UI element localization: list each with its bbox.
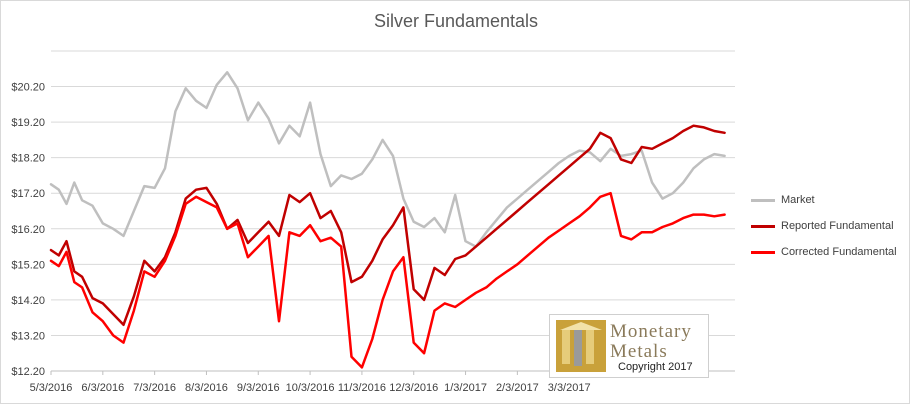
legend-label-market: Market: [781, 194, 815, 206]
x-tick-label: 7/3/2016: [133, 382, 176, 394]
y-axis-ticks: $12.20 $13.20 $14.20 $15.20 $16.20 $17.20 $18.…: [11, 82, 45, 378]
y-tick-label: $20.20: [11, 82, 45, 94]
y-tick-label: $16.20: [11, 224, 45, 236]
x-tick-label: 12/3/2016: [389, 382, 438, 394]
reported-fundamental-line: [49, 124, 726, 327]
logo-word-metals: Metals: [610, 341, 668, 362]
x-tick-label: 2/3/2017: [496, 382, 539, 394]
market-line: [49, 71, 726, 248]
logo-mark-icon: [556, 320, 606, 372]
x-tick-label: 8/3/2016: [185, 382, 228, 394]
x-tick-label: 1/3/2017: [444, 382, 487, 394]
y-tick-label: $19.20: [11, 117, 45, 129]
x-tick-label: 9/3/2016: [237, 382, 280, 394]
legend-swatch-reported: [751, 224, 775, 228]
y-tick-label: $17.20: [11, 188, 45, 200]
series-lines: [49, 71, 726, 369]
legend-label-reported: Reported Fundamental: [781, 220, 894, 232]
legend-item-market: Market: [751, 187, 897, 213]
y-tick-label: $18.20: [11, 153, 45, 165]
legend-swatch-corrected: [751, 250, 775, 254]
y-tick-label: $13.20: [11, 330, 45, 342]
x-tick-label: 6/3/2016: [81, 382, 124, 394]
y-tick-label: $15.20: [11, 259, 45, 271]
legend-item-reported: Reported Fundamental: [751, 213, 897, 239]
legend: Market Reported Fundamental Corrected Fu…: [751, 187, 897, 265]
y-tick-label: $14.20: [11, 295, 45, 307]
x-axis-ticks: 5/3/2016 6/3/2016 7/3/2016 8/3/2016 9/3/2016…: [30, 371, 591, 394]
legend-item-corrected: Corrected Fundamental: [751, 239, 897, 265]
legend-label-corrected: Corrected Fundamental: [781, 246, 897, 258]
logo-copyright: Copyright 2017: [618, 361, 693, 373]
x-tick-label: 3/3/2017: [548, 382, 591, 394]
monetary-metals-logo: Monetary Metals Copyright 2017: [549, 314, 709, 378]
chart-title: Silver Fundamentals: [373, 11, 539, 31]
legend-swatch-market: [751, 198, 775, 202]
logo-word-monetary: Monetary: [610, 321, 692, 342]
corrected-fundamental-line: [49, 191, 726, 369]
x-tick-label: 5/3/2016: [30, 382, 73, 394]
y-tick-label: $12.20: [11, 366, 45, 378]
x-tick-label: 11/3/2016: [338, 382, 386, 394]
x-tick-label: 10/3/2016: [286, 382, 335, 394]
